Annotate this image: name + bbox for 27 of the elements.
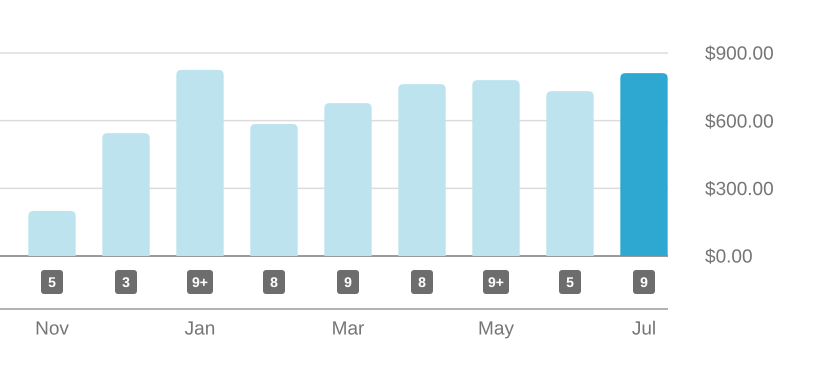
- bar: [102, 133, 150, 256]
- y-tick-label: $600.00: [705, 111, 774, 132]
- text: 9+: [192, 274, 208, 290]
- y-tick-label: $0.00: [705, 246, 753, 268]
- x-tick-label: Jan: [184, 318, 216, 340]
- x-tick-label: Mar: [332, 318, 366, 340]
- y-tick-label: $300.00: [705, 178, 774, 200]
- text: 9: [344, 274, 352, 290]
- bar: [398, 84, 446, 256]
- x-tick-label: May: [478, 318, 514, 340]
- text: 3: [122, 274, 130, 290]
- bar: [28, 210, 76, 256]
- bar: [176, 70, 224, 256]
- bar: [546, 91, 594, 256]
- bar: [472, 80, 520, 256]
- text: 5: [48, 274, 56, 290]
- bar: [250, 124, 298, 256]
- y-tick-label: $900.00: [705, 44, 774, 65]
- text: 8: [418, 274, 426, 290]
- x-tick-label: Jul: [632, 318, 656, 340]
- text: 9: [640, 274, 648, 290]
- text: 8: [270, 274, 278, 290]
- x-tick-label: Nov: [35, 318, 70, 340]
- text: 9+: [488, 274, 504, 290]
- bar: [620, 73, 668, 256]
- text: 5: [566, 274, 574, 290]
- bar: [324, 103, 372, 256]
